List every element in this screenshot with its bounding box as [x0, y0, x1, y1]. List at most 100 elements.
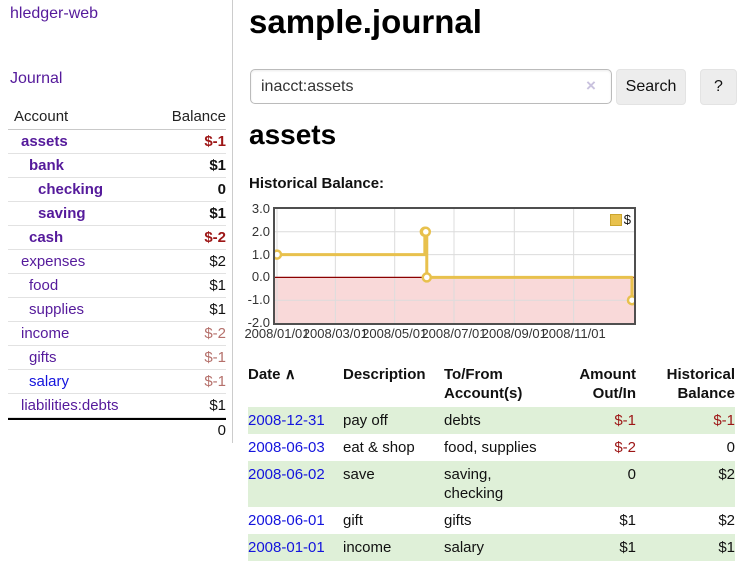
account-link-income[interactable]: income: [21, 325, 70, 342]
column-header-date[interactable]: Date ∧: [248, 362, 343, 407]
account-column-header: Account: [14, 108, 69, 125]
transaction-date-link[interactable]: 2008-06-01: [248, 512, 325, 529]
register-table: Date ∧ Description To/From Account(s) Am…: [248, 362, 735, 561]
column-header-accounts: To/From Account(s): [444, 366, 523, 402]
register-row: 2008-06-03 eat & shop food, supplies $-2…: [248, 434, 735, 461]
chart-y-axis-labels: 3.0 2.0 1.0 0.0 -1.0 -2.0: [232, 201, 270, 330]
y-axis-tick-label: -1.0: [247, 292, 270, 308]
chart-x-axis-labels: 2008/01/01 2008/03/01 2008/05/01 2008/07/01…: [244, 326, 634, 342]
page-title: sample.journal: [249, 3, 482, 40]
sidebar-account-food: food $1: [8, 274, 226, 298]
accounts-table-header: Account Balance: [8, 104, 226, 130]
column-header-balance: Historical Balance: [666, 366, 735, 402]
sidebar-account-salary: salary $-1: [8, 370, 226, 394]
account-link-gifts[interactable]: gifts: [29, 349, 57, 366]
app-title-link[interactable]: hledger-web: [10, 5, 99, 22]
account-link-assets[interactable]: assets: [21, 133, 68, 150]
account-link-supplies[interactable]: supplies: [29, 301, 85, 318]
sidebar-account-income: income $-2: [8, 322, 226, 346]
search-input[interactable]: [250, 69, 612, 104]
y-axis-tick-label: 0.0: [251, 269, 270, 285]
transaction-date-link[interactable]: 2008-06-02: [248, 466, 325, 483]
sidebar-account-supplies: supplies $1: [8, 298, 226, 322]
transaction-accounts: gifts: [444, 512, 472, 529]
transaction-date-link[interactable]: 2008-06-03: [248, 439, 325, 456]
transaction-balance: $2: [718, 466, 735, 483]
x-axis-tick-label: 2008/11/01: [541, 326, 606, 341]
transaction-description: pay off: [343, 412, 388, 429]
transaction-description: save: [343, 466, 375, 483]
account-balance: $-2: [204, 229, 226, 246]
search-button[interactable]: Search: [616, 69, 686, 105]
transaction-amount: $1: [619, 539, 636, 556]
y-axis-tick-label: -2.0: [247, 315, 270, 330]
transaction-balance: $1: [718, 539, 735, 556]
sidebar-total-row: 0: [8, 418, 226, 441]
sidebar-account-checking: checking 0: [8, 178, 226, 202]
sort-asc-icon: ∧: [284, 366, 296, 383]
sidebar-account-liabilities-debts: liabilities:debts $1: [8, 394, 226, 418]
register-header-row: Date ∧ Description To/From Account(s) Am…: [248, 362, 735, 407]
account-link-checking[interactable]: checking: [38, 181, 104, 198]
clear-search-icon[interactable]: ×: [586, 76, 596, 95]
account-link-food[interactable]: food: [29, 277, 59, 294]
chart-plot-area: [275, 209, 634, 323]
account-link-bank[interactable]: bank: [29, 157, 65, 174]
account-link-cash[interactable]: cash: [29, 229, 64, 246]
account-link-liabilities-debts[interactable]: liabilities:debts: [21, 397, 119, 414]
historical-balance-chart[interactable]: $: [273, 207, 636, 325]
transaction-accounts: food, supplies: [444, 439, 537, 456]
account-balance: $1: [209, 397, 226, 414]
column-header-description: Description: [343, 366, 426, 383]
x-axis-tick-label: 2008/03/01: [302, 326, 368, 341]
sidebar-divider: [232, 0, 233, 443]
account-balance: $-1: [204, 349, 226, 366]
balance-column-header: Balance: [171, 108, 226, 125]
sidebar-account-bank: bank $1: [8, 154, 226, 178]
accounts-balance-table: Account Balance assets $-1 bank $1 check…: [8, 104, 226, 441]
transaction-accounts: debts: [444, 412, 481, 429]
x-axis-tick-label: 2008/01/01: [244, 326, 310, 341]
date-header-label: Date: [248, 366, 281, 383]
account-balance: $-1: [204, 133, 226, 150]
transaction-accounts: saving, checking: [444, 466, 504, 502]
transaction-date-link[interactable]: 2008-12-31: [248, 412, 325, 429]
transaction-description: gift: [343, 512, 364, 529]
account-balance: $-1: [204, 373, 226, 390]
account-balance: 0: [217, 181, 226, 198]
account-balance: $1: [209, 157, 226, 174]
account-link-salary[interactable]: salary: [29, 373, 70, 390]
transaction-amount: $-2: [614, 439, 636, 456]
transaction-accounts: salary: [444, 539, 485, 556]
sidebar-item-journal[interactable]: Journal: [10, 70, 63, 87]
transaction-date-link[interactable]: 2008-01-01: [248, 539, 325, 556]
chart-legend: $: [609, 212, 631, 227]
transaction-description: income: [343, 539, 392, 556]
y-axis-tick-label: 3.0: [251, 201, 270, 216]
account-link-expenses[interactable]: expenses: [21, 253, 86, 270]
account-balance: $2: [209, 253, 226, 270]
transaction-balance: 0: [726, 439, 735, 456]
account-link-saving[interactable]: saving: [38, 205, 86, 222]
account-balance: $1: [209, 301, 226, 318]
account-heading: assets: [249, 119, 337, 150]
transaction-amount: 0: [627, 466, 636, 483]
transaction-amount: $1: [619, 512, 636, 529]
sidebar-account-saving: saving $1: [8, 202, 226, 226]
sidebar-account-gifts: gifts $-1: [8, 346, 226, 370]
x-axis-tick-label: 2008/09/01: [481, 326, 547, 341]
total-balance: 0: [217, 422, 226, 439]
register-row: 2008-12-31 pay off debts $-1 $-1: [248, 407, 735, 434]
help-button[interactable]: ?: [700, 69, 737, 105]
sidebar-account-expenses: expenses $2: [8, 250, 226, 274]
transaction-description: eat & shop: [343, 439, 415, 456]
chart-section-label: Historical Balance:: [249, 175, 385, 192]
account-balance: $1: [209, 277, 226, 294]
transaction-amount: $-1: [614, 412, 636, 429]
register-row: 2008-06-02 save saving, checking 0 $2: [248, 461, 735, 507]
register-row: 2008-01-01 income salary $1 $1: [248, 534, 735, 561]
register-row: 2008-06-01 gift gifts $1 $2: [248, 507, 735, 534]
y-axis-tick-label: 1.0: [251, 246, 270, 262]
x-axis-tick-label: 2008/07/01: [421, 326, 487, 341]
